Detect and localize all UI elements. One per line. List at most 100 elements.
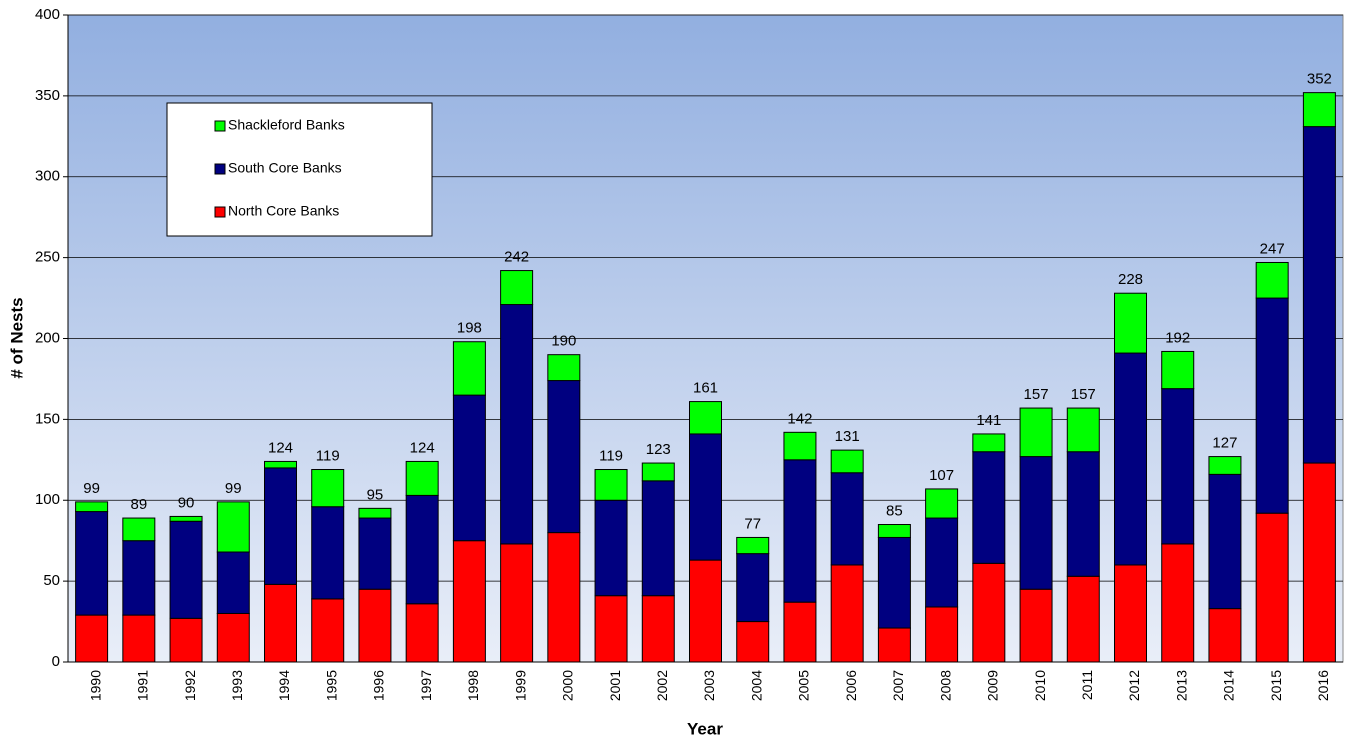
total-label: 157 xyxy=(1071,386,1096,403)
bar-segment xyxy=(500,304,534,545)
bar-segment xyxy=(358,517,392,590)
x-tick-label: 2011 xyxy=(1079,670,1095,700)
bar-segment xyxy=(1066,451,1100,577)
bar-segment xyxy=(452,540,486,663)
bar-segment xyxy=(216,612,250,663)
y-axis-title: # of Nests xyxy=(7,297,26,378)
bar-segment xyxy=(1255,261,1289,299)
y-tick-label: 150 xyxy=(35,410,60,427)
bar-segment xyxy=(689,433,722,561)
legend-swatch xyxy=(214,206,226,218)
x-tick-label: 1998 xyxy=(465,670,481,701)
total-label: 77 xyxy=(744,515,761,532)
bar-segment xyxy=(264,460,297,469)
x-tick-label: 2003 xyxy=(701,670,717,701)
bar-segment xyxy=(925,488,959,519)
total-label: 198 xyxy=(457,320,482,337)
bar-segment xyxy=(122,540,156,616)
bar-segment xyxy=(783,431,817,461)
bar-segment xyxy=(169,617,203,663)
y-tick-label: 200 xyxy=(35,329,60,346)
bar-segment xyxy=(1114,564,1147,663)
total-label: 99 xyxy=(83,480,100,497)
x-tick-label: 2002 xyxy=(654,670,670,701)
bar-segment xyxy=(405,460,439,496)
bar-segment xyxy=(877,524,911,538)
bar-segment xyxy=(641,595,675,663)
bar-segment xyxy=(169,520,203,619)
total-label: 161 xyxy=(693,380,718,397)
total-label: 124 xyxy=(268,439,293,456)
bar-segment xyxy=(1255,512,1289,663)
total-label: 247 xyxy=(1260,240,1285,257)
bar-segment xyxy=(1161,388,1195,545)
bar-segment xyxy=(1208,473,1242,610)
total-label: 352 xyxy=(1307,71,1332,88)
x-tick-label: 2009 xyxy=(985,670,1001,701)
bar-segment xyxy=(830,564,864,663)
bar-segment xyxy=(216,501,250,553)
x-tick-label: 1990 xyxy=(87,670,103,701)
x-tick-label: 2014 xyxy=(1221,670,1237,701)
x-tick-label: 1995 xyxy=(323,670,339,701)
total-label: 142 xyxy=(787,410,812,427)
y-tick-label: 50 xyxy=(43,572,60,589)
x-tick-label: 1996 xyxy=(371,670,387,701)
x-tick-label: 2005 xyxy=(796,670,812,701)
bar-segment xyxy=(736,536,770,555)
x-tick-label: 2015 xyxy=(1268,670,1284,701)
bar-segment xyxy=(547,380,581,534)
y-tick-label: 400 xyxy=(35,6,60,23)
total-label: 95 xyxy=(367,486,384,503)
bar-segment xyxy=(547,532,581,663)
x-tick-label: 1992 xyxy=(182,670,198,701)
bar-segment xyxy=(972,451,1006,564)
total-label: 119 xyxy=(316,447,340,464)
legend-box xyxy=(166,102,433,237)
x-tick-label: 2000 xyxy=(560,670,576,701)
bar-segment xyxy=(877,627,911,663)
total-label: 157 xyxy=(1024,386,1049,403)
bar-segment xyxy=(594,469,628,501)
total-label: 190 xyxy=(551,333,576,350)
legend-swatch xyxy=(214,163,226,175)
bar-segment xyxy=(1114,292,1147,354)
x-tick-label: 1999 xyxy=(512,670,528,701)
bar-segment xyxy=(1066,575,1100,663)
total-label: 99 xyxy=(225,480,242,497)
bar-segment xyxy=(311,598,345,663)
bar-segment xyxy=(264,583,297,663)
bar-segment xyxy=(830,472,864,566)
bar-segment xyxy=(594,595,628,663)
total-label: 131 xyxy=(835,428,860,445)
bar-segment xyxy=(500,270,534,306)
x-tick-label: 2010 xyxy=(1032,670,1048,701)
bar-segment xyxy=(122,517,156,542)
bar-segment xyxy=(689,559,722,663)
x-axis-title: Year xyxy=(687,719,723,738)
bar-segment xyxy=(689,401,722,435)
x-tick-label: 2012 xyxy=(1126,670,1142,701)
bar-segment xyxy=(1161,350,1195,390)
bar-segment xyxy=(783,601,817,663)
bar-segment xyxy=(1208,456,1242,475)
total-label: 119 xyxy=(599,447,623,464)
bar-segment xyxy=(169,515,203,522)
x-tick-label: 2004 xyxy=(748,670,764,701)
x-tick-label: 1993 xyxy=(229,670,245,701)
bar-segment xyxy=(783,459,817,603)
bar-segment xyxy=(1019,456,1053,590)
bar-segment xyxy=(1019,407,1053,458)
bar-segment xyxy=(216,551,250,614)
x-tick-label: 2008 xyxy=(937,670,953,701)
total-label: 90 xyxy=(178,494,195,511)
x-tick-label: 2006 xyxy=(843,670,859,701)
bar-segment xyxy=(500,543,534,663)
y-tick-label: 100 xyxy=(35,491,60,508)
y-tick-label: 300 xyxy=(35,168,60,185)
bar-segment xyxy=(594,499,628,597)
bar-segment xyxy=(547,354,581,382)
bar-segment xyxy=(1302,92,1336,128)
bar-segment xyxy=(972,433,1006,453)
bar-segment xyxy=(1066,407,1100,453)
